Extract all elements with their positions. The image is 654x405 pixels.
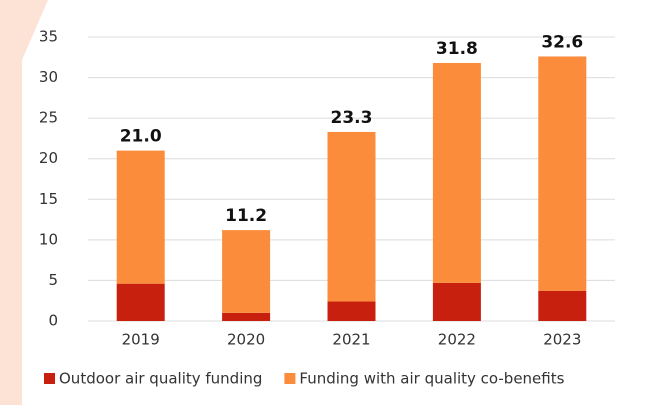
background-panel	[0, 0, 48, 405]
bar-segment	[116, 150, 165, 284]
y-tick-label: 25	[39, 109, 58, 127]
total-label: 11.2	[225, 206, 267, 226]
bar-segment	[116, 283, 165, 321]
bar-segment	[222, 312, 271, 321]
bar-segment	[432, 62, 481, 283]
x-tick-label: 2021	[332, 331, 370, 349]
total-label: 21.0	[120, 127, 162, 147]
y-tick-label: 5	[48, 271, 58, 289]
x-tick-label: 2022	[438, 331, 476, 349]
total-label: 32.6	[541, 32, 583, 52]
bar-segment	[222, 230, 271, 313]
x-tick-label: 2020	[227, 331, 265, 349]
total-label: 31.8	[436, 39, 478, 59]
bar-segment	[538, 56, 587, 291]
bar-segment	[432, 282, 481, 321]
legend-swatch	[44, 373, 55, 384]
y-tick-label: 30	[39, 68, 58, 86]
legend-label: Funding with air quality co-benefits	[299, 370, 564, 388]
bar-segment	[538, 290, 587, 321]
total-label: 23.3	[331, 108, 373, 128]
bar-segment	[327, 131, 376, 302]
bar-segment	[327, 301, 376, 321]
x-tick-label: 2019	[122, 331, 160, 349]
y-tick-label: 35	[39, 28, 58, 46]
x-tick-label: 2023	[543, 331, 581, 349]
y-tick-label: 20	[39, 149, 58, 167]
legend-swatch	[284, 373, 296, 384]
y-tick-label: 0	[48, 312, 58, 330]
y-tick-label: 15	[39, 190, 58, 208]
y-tick-label: 10	[39, 230, 58, 248]
legend-label: Outdoor air quality funding	[59, 370, 262, 388]
